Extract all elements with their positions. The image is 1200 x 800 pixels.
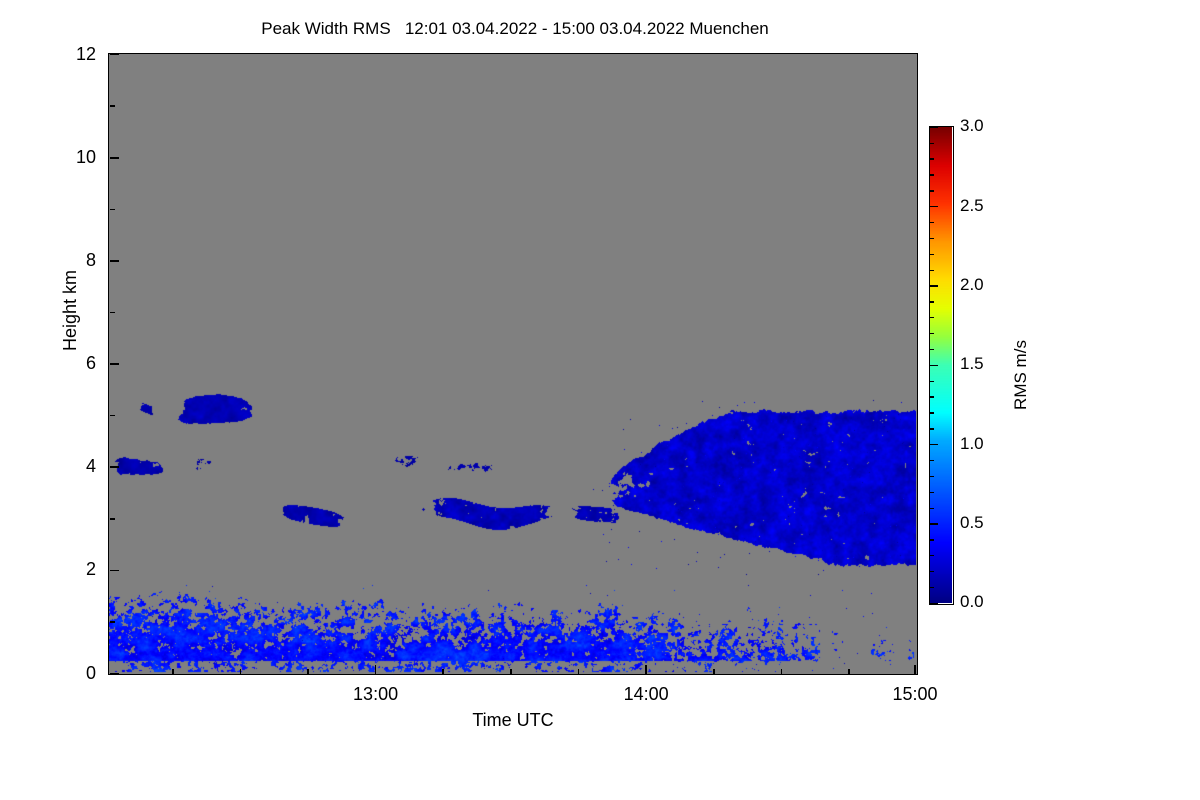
colorbar-tick-minor — [930, 570, 935, 573]
y-tick-minor — [109, 105, 115, 107]
y-tick-label: 8 — [85, 249, 96, 270]
colorbar-tick-minor — [930, 317, 935, 319]
colorbar-tick-major — [930, 364, 939, 367]
y-tick-label: 2 — [85, 559, 96, 580]
colorbar-title: RMS m/s — [1010, 340, 1030, 410]
y-tick-minor — [109, 208, 115, 211]
colorbar-tick-label: 3.0 — [960, 116, 984, 136]
colorbar-tick-minor — [930, 158, 935, 160]
x-tick-minor — [307, 668, 309, 674]
x-tick-minor — [848, 668, 850, 674]
y-tick-label: 4 — [85, 456, 96, 477]
colorbar-tick-minor — [930, 237, 935, 240]
colorbar-tick-minor — [930, 269, 935, 271]
x-tick-minor — [442, 668, 444, 674]
colorbar-tick-minor — [930, 555, 935, 557]
heatmap-canvas — [109, 54, 916, 673]
colorbar[interactable] — [929, 126, 954, 605]
colorbar-tick-minor — [930, 507, 935, 509]
x-tick-label: 15:00 — [892, 683, 938, 704]
x-tick-major — [645, 664, 647, 674]
y-tick-major — [109, 672, 119, 675]
colorbar-tick-minor — [930, 174, 935, 176]
x-axis-title: Time UTC — [472, 710, 554, 730]
x-tick-major — [914, 664, 916, 674]
colorbar-tick-minor — [930, 396, 935, 398]
x-tick-minor — [712, 668, 715, 674]
x-tick-minor — [577, 668, 580, 674]
y-tick-major — [109, 363, 119, 365]
colorbar-tick-minor — [930, 586, 935, 589]
y-tick-major — [109, 260, 119, 262]
y-tick-minor — [109, 518, 115, 520]
colorbar-tick-major — [930, 206, 939, 208]
y-tick-label: 0 — [85, 662, 96, 683]
x-tick-minor — [239, 668, 242, 674]
x-tick-minor — [780, 668, 783, 674]
y-axis-title: Height km — [60, 269, 81, 352]
x-tick-label: 13:00 — [353, 683, 399, 704]
colorbar-tick-minor — [930, 380, 935, 382]
colorbar-tick-minor — [930, 301, 935, 303]
y-tick-minor — [109, 621, 115, 623]
colorbar-tick-minor — [930, 190, 935, 192]
colorbar-tick-major — [930, 602, 939, 605]
colorbar-tick-label: 0.0 — [960, 592, 984, 612]
colorbar-tick-minor — [930, 253, 935, 256]
plot-area[interactable] — [108, 53, 918, 675]
colorbar-tick-label: 1.0 — [960, 433, 984, 453]
y-tick-minor — [109, 311, 115, 314]
colorbar-tick-minor — [930, 491, 935, 494]
x-tick-minor — [510, 668, 512, 674]
colorbar-gradient — [930, 127, 952, 603]
colorbar-tick-minor — [930, 348, 935, 351]
y-tick-label: 10 — [75, 146, 96, 167]
colorbar-tick-minor — [930, 539, 935, 541]
colorbar-tick-minor — [930, 428, 935, 430]
x-tick-minor — [171, 668, 174, 674]
colorbar-tick-major — [930, 126, 939, 129]
colorbar-tick-minor — [930, 142, 935, 144]
y-tick-label: 12 — [75, 43, 96, 64]
colorbar-tick-major — [930, 523, 939, 525]
colorbar-tick-minor — [930, 475, 935, 478]
colorbar-tick-minor — [930, 459, 935, 462]
colorbar-tick-minor — [930, 332, 935, 335]
colorbar-tick-minor — [930, 221, 935, 224]
colorbar-tick-minor — [930, 412, 935, 414]
x-tick-label: 14:00 — [623, 683, 669, 704]
colorbar-tick-label: 1.5 — [960, 354, 984, 374]
colorbar-tick-major — [930, 285, 939, 287]
y-tick-label: 6 — [85, 353, 96, 374]
y-tick-major — [109, 53, 119, 56]
y-tick-major — [109, 466, 119, 469]
page-title: Peak Width RMS 12:01 03.04.2022 - 15:00 … — [261, 19, 769, 38]
colorbar-tick-label: 2.5 — [960, 195, 984, 215]
y-tick-major — [109, 156, 119, 159]
colorbar-tick-major — [930, 444, 939, 446]
colorbar-tick-label: 2.0 — [960, 275, 984, 295]
y-tick-major — [109, 569, 119, 572]
y-tick-minor — [109, 414, 115, 417]
colorbar-tick-label: 0.5 — [960, 513, 984, 533]
x-tick-major — [374, 664, 377, 674]
